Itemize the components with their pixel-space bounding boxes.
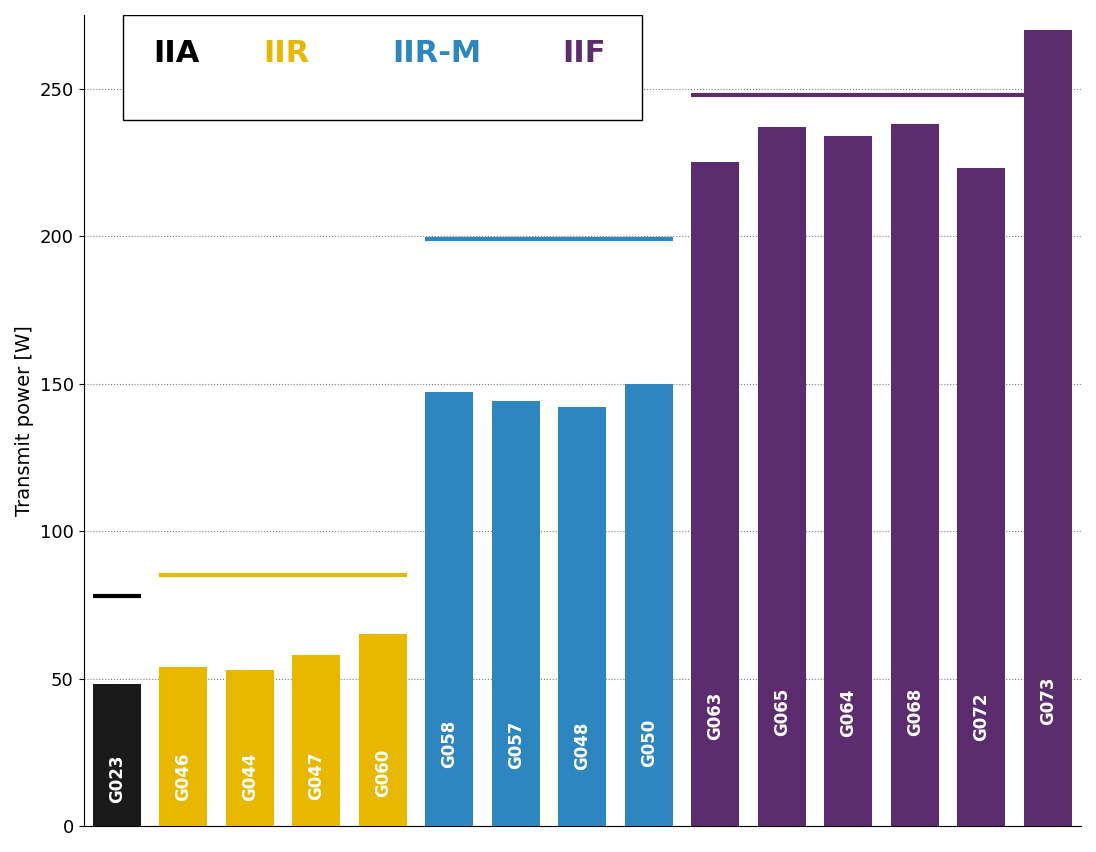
Bar	[1024, 30, 1072, 826]
Bar	[824, 136, 872, 826]
Text: G060: G060	[374, 749, 391, 797]
Text: IIR: IIR	[263, 39, 309, 68]
FancyBboxPatch shape	[124, 15, 642, 120]
Text: G044: G044	[241, 753, 259, 802]
Bar	[558, 407, 606, 826]
Bar	[757, 127, 806, 826]
Text: G057: G057	[506, 721, 525, 769]
Y-axis label: Transmit power [W]: Transmit power [W]	[15, 325, 34, 515]
Text: G072: G072	[972, 693, 991, 741]
Bar	[957, 169, 1005, 826]
Text: IIF: IIF	[562, 39, 606, 68]
Text: G047: G047	[307, 751, 326, 799]
Bar	[159, 667, 207, 826]
Text: G063: G063	[706, 692, 724, 740]
Bar	[625, 383, 673, 826]
Text: G068: G068	[905, 688, 924, 736]
Text: G065: G065	[773, 688, 790, 736]
Text: G048: G048	[573, 722, 591, 770]
Bar	[891, 124, 938, 826]
Bar	[358, 634, 407, 826]
Bar	[226, 670, 274, 826]
Text: G064: G064	[840, 689, 857, 737]
Text: IIR-M: IIR-M	[392, 39, 482, 68]
Text: G073: G073	[1039, 676, 1057, 724]
Bar	[692, 163, 739, 826]
Text: G058: G058	[441, 720, 458, 769]
Text: IIA: IIA	[153, 39, 199, 68]
Text: IIR: IIR	[263, 39, 309, 68]
Text: IIF: IIF	[562, 39, 606, 68]
Bar	[492, 401, 539, 826]
Bar	[425, 393, 473, 826]
Text: G023: G023	[107, 755, 126, 803]
Text: G050: G050	[640, 719, 658, 767]
Text: G046: G046	[174, 752, 192, 801]
Bar	[293, 655, 340, 826]
Text: IIA: IIA	[153, 39, 199, 68]
Bar	[93, 684, 140, 826]
Text: IIR-M: IIR-M	[392, 39, 482, 68]
